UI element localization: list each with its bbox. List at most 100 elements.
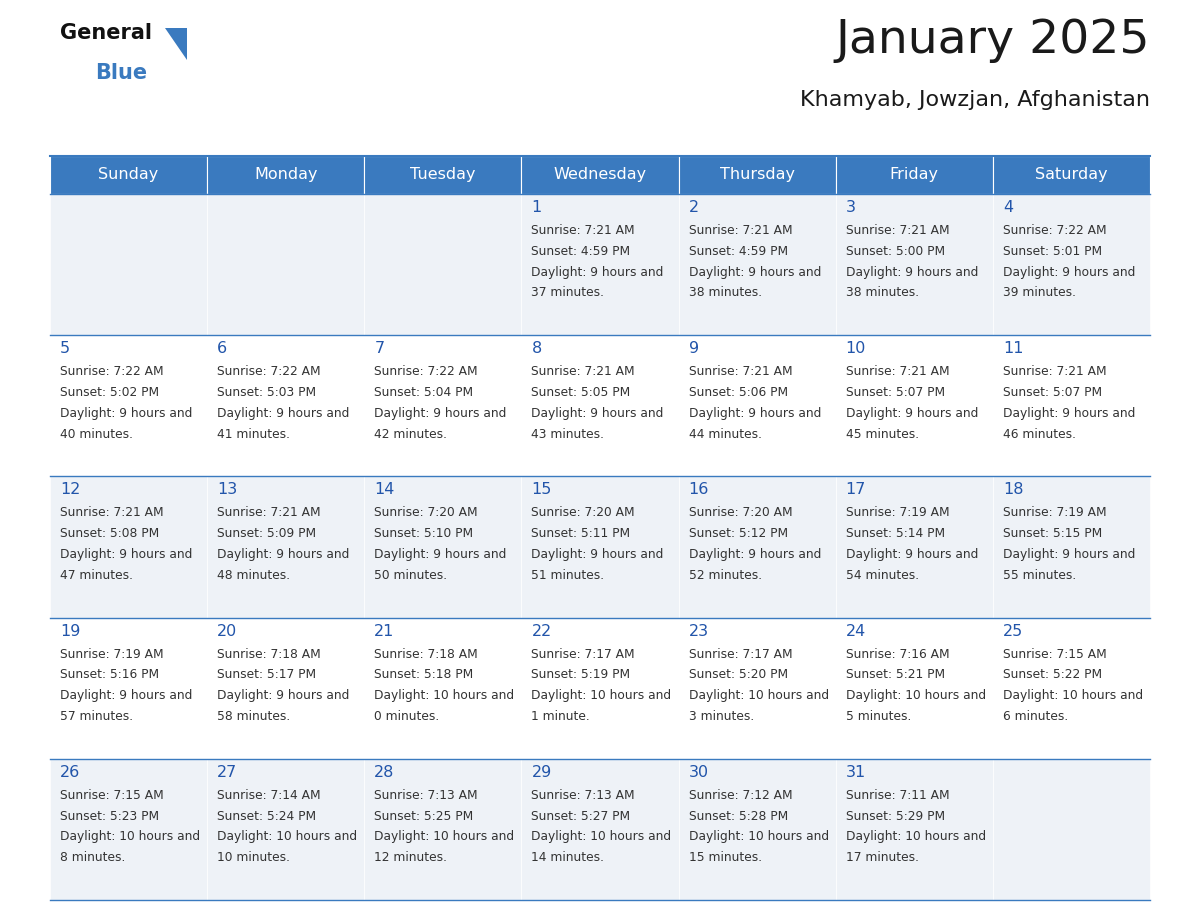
Text: 6: 6 (217, 341, 227, 356)
Text: 51 minutes.: 51 minutes. (531, 569, 605, 582)
Text: Daylight: 10 hours and: Daylight: 10 hours and (1003, 689, 1143, 702)
Text: 1 minute.: 1 minute. (531, 710, 590, 723)
Text: Thursday: Thursday (720, 167, 795, 183)
Text: Sunrise: 7:21 AM: Sunrise: 7:21 AM (217, 507, 321, 520)
Text: Sunrise: 7:15 AM: Sunrise: 7:15 AM (61, 789, 164, 801)
Text: Sunset: 5:01 PM: Sunset: 5:01 PM (1003, 245, 1102, 258)
Text: 19: 19 (61, 623, 81, 639)
Text: 5 minutes.: 5 minutes. (846, 710, 911, 723)
Bar (207, 156, 365, 194)
Text: Sunrise: 7:21 AM: Sunrise: 7:21 AM (1003, 365, 1106, 378)
Text: 22: 22 (531, 623, 551, 639)
Text: Daylight: 10 hours and: Daylight: 10 hours and (846, 689, 986, 702)
Text: 15: 15 (531, 482, 551, 498)
Bar (993, 194, 1150, 335)
Bar (678, 618, 835, 759)
Text: General: General (61, 23, 152, 43)
Bar (50, 759, 207, 900)
Text: 37 minutes.: 37 minutes. (531, 286, 605, 299)
Text: Sunset: 5:25 PM: Sunset: 5:25 PM (374, 810, 474, 823)
Text: Khamyab, Jowzjan, Afghanistan: Khamyab, Jowzjan, Afghanistan (800, 90, 1150, 110)
Text: Sunrise: 7:20 AM: Sunrise: 7:20 AM (531, 507, 636, 520)
Text: Sunset: 5:19 PM: Sunset: 5:19 PM (531, 668, 631, 681)
Text: Sunrise: 7:21 AM: Sunrise: 7:21 AM (531, 365, 636, 378)
Text: Daylight: 10 hours and: Daylight: 10 hours and (531, 689, 671, 702)
Text: Daylight: 9 hours and: Daylight: 9 hours and (846, 265, 978, 278)
Polygon shape (165, 28, 187, 60)
Bar (50, 335, 207, 476)
Text: January 2025: January 2025 (835, 18, 1150, 63)
Text: Daylight: 9 hours and: Daylight: 9 hours and (1003, 407, 1136, 420)
Text: Sunrise: 7:13 AM: Sunrise: 7:13 AM (374, 789, 478, 801)
Text: Daylight: 9 hours and: Daylight: 9 hours and (1003, 548, 1136, 561)
Text: 12 minutes.: 12 minutes. (374, 851, 448, 864)
Text: Daylight: 10 hours and: Daylight: 10 hours and (217, 831, 358, 844)
Text: Sunrise: 7:17 AM: Sunrise: 7:17 AM (689, 647, 792, 661)
Text: Sunrise: 7:21 AM: Sunrise: 7:21 AM (689, 224, 792, 237)
Text: Sunset: 5:07 PM: Sunset: 5:07 PM (846, 386, 944, 399)
Text: Sunrise: 7:22 AM: Sunrise: 7:22 AM (217, 365, 321, 378)
Text: Daylight: 9 hours and: Daylight: 9 hours and (61, 548, 192, 561)
Text: Daylight: 9 hours and: Daylight: 9 hours and (61, 689, 192, 702)
Text: 14 minutes.: 14 minutes. (531, 851, 605, 864)
Text: Sunrise: 7:14 AM: Sunrise: 7:14 AM (217, 789, 321, 801)
Bar (207, 194, 365, 335)
Text: Sunrise: 7:19 AM: Sunrise: 7:19 AM (1003, 507, 1106, 520)
Bar (993, 476, 1150, 618)
Bar (835, 156, 993, 194)
Text: Sunrise: 7:19 AM: Sunrise: 7:19 AM (846, 507, 949, 520)
Text: Sunset: 5:12 PM: Sunset: 5:12 PM (689, 527, 788, 540)
Text: 18: 18 (1003, 482, 1023, 498)
Text: 16: 16 (689, 482, 709, 498)
Text: 0 minutes.: 0 minutes. (374, 710, 440, 723)
Text: 57 minutes.: 57 minutes. (61, 710, 133, 723)
Text: Sunrise: 7:22 AM: Sunrise: 7:22 AM (374, 365, 478, 378)
Bar (207, 759, 365, 900)
Text: 3: 3 (846, 200, 855, 215)
Text: Sunset: 5:11 PM: Sunset: 5:11 PM (531, 527, 631, 540)
Text: Sunrise: 7:21 AM: Sunrise: 7:21 AM (846, 224, 949, 237)
Text: 4: 4 (1003, 200, 1013, 215)
Text: Daylight: 9 hours and: Daylight: 9 hours and (531, 407, 664, 420)
Text: Daylight: 9 hours and: Daylight: 9 hours and (846, 548, 978, 561)
Text: Sunset: 5:06 PM: Sunset: 5:06 PM (689, 386, 788, 399)
Bar (835, 759, 993, 900)
Text: 23: 23 (689, 623, 709, 639)
Bar (50, 618, 207, 759)
Bar (678, 476, 835, 618)
Text: Daylight: 9 hours and: Daylight: 9 hours and (1003, 265, 1136, 278)
Text: Tuesday: Tuesday (410, 167, 475, 183)
Text: Sunset: 5:05 PM: Sunset: 5:05 PM (531, 386, 631, 399)
Text: Daylight: 9 hours and: Daylight: 9 hours and (217, 548, 349, 561)
Text: 39 minutes.: 39 minutes. (1003, 286, 1076, 299)
Text: Sunrise: 7:15 AM: Sunrise: 7:15 AM (1003, 647, 1106, 661)
Bar (522, 194, 678, 335)
Text: Saturday: Saturday (1035, 167, 1107, 183)
Text: 46 minutes.: 46 minutes. (1003, 428, 1076, 441)
Bar (50, 156, 207, 194)
Bar (835, 194, 993, 335)
Text: Sunset: 4:59 PM: Sunset: 4:59 PM (689, 245, 788, 258)
Text: Daylight: 9 hours and: Daylight: 9 hours and (217, 689, 349, 702)
Text: 45 minutes.: 45 minutes. (846, 428, 918, 441)
Text: Daylight: 9 hours and: Daylight: 9 hours and (531, 548, 664, 561)
Text: 40 minutes.: 40 minutes. (61, 428, 133, 441)
Text: Sunset: 5:10 PM: Sunset: 5:10 PM (374, 527, 473, 540)
Bar (993, 335, 1150, 476)
Text: 50 minutes.: 50 minutes. (374, 569, 448, 582)
Text: 10: 10 (846, 341, 866, 356)
Bar (365, 759, 522, 900)
Bar (522, 156, 678, 194)
Text: 20: 20 (217, 623, 238, 639)
Bar (678, 335, 835, 476)
Text: 29: 29 (531, 765, 551, 779)
Text: Sunrise: 7:11 AM: Sunrise: 7:11 AM (846, 789, 949, 801)
Text: Sunrise: 7:13 AM: Sunrise: 7:13 AM (531, 789, 636, 801)
Text: 47 minutes.: 47 minutes. (61, 569, 133, 582)
Bar (365, 335, 522, 476)
Text: 44 minutes.: 44 minutes. (689, 428, 762, 441)
Text: 14: 14 (374, 482, 394, 498)
Text: 48 minutes.: 48 minutes. (217, 569, 290, 582)
Text: Daylight: 10 hours and: Daylight: 10 hours and (531, 831, 671, 844)
Text: 43 minutes.: 43 minutes. (531, 428, 605, 441)
